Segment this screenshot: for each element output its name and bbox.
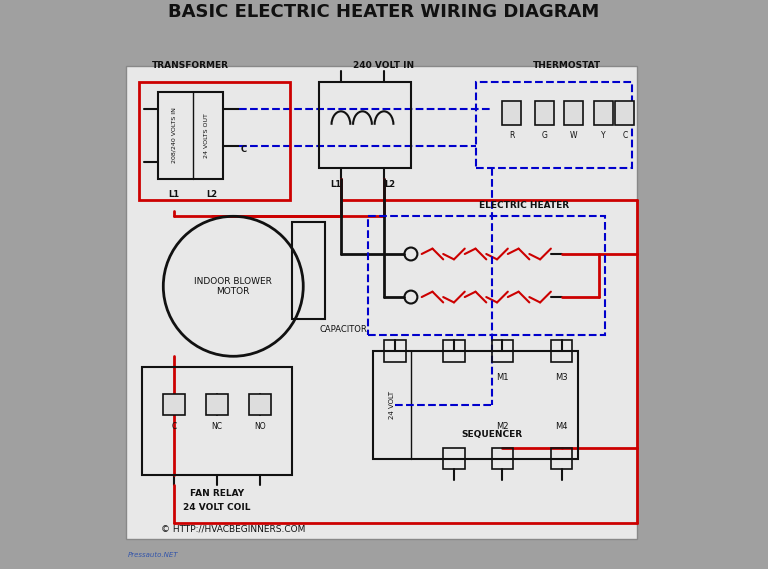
Text: Y: Y [601, 131, 606, 140]
Text: L2: L2 [384, 179, 395, 188]
Text: INDOOR BLOWER
MOTOR: INDOOR BLOWER MOTOR [194, 277, 272, 296]
Text: SEQUENCER: SEQUENCER [461, 430, 522, 439]
Text: C: C [622, 131, 627, 140]
Text: M3: M3 [555, 373, 568, 382]
Text: G: G [541, 131, 547, 140]
FancyBboxPatch shape [164, 394, 185, 415]
Title: BASIC ELECTRIC HEATER WIRING DIAGRAM: BASIC ELECTRIC HEATER WIRING DIAGRAM [168, 3, 600, 21]
Text: THERMOSTAT: THERMOSTAT [533, 61, 601, 70]
Text: NO: NO [254, 422, 266, 431]
Text: C: C [241, 145, 247, 154]
Text: L1: L1 [330, 179, 341, 188]
Text: TRANSFORMER: TRANSFORMER [152, 61, 229, 70]
FancyBboxPatch shape [615, 101, 634, 125]
Text: FAN RELAY: FAN RELAY [190, 489, 244, 498]
FancyBboxPatch shape [502, 101, 521, 125]
Text: R: R [509, 131, 515, 140]
Text: 24 VOLT: 24 VOLT [389, 391, 395, 419]
FancyBboxPatch shape [126, 65, 637, 539]
Text: 240 VOLT IN: 240 VOLT IN [353, 61, 415, 70]
FancyBboxPatch shape [564, 101, 583, 125]
Text: L2: L2 [206, 190, 217, 199]
Text: C: C [171, 422, 177, 431]
Text: L1: L1 [168, 190, 180, 199]
Text: 24 VOLT COIL: 24 VOLT COIL [184, 502, 251, 512]
Text: 24 VOLTS OUT: 24 VOLTS OUT [204, 113, 209, 158]
Text: M4: M4 [555, 422, 568, 431]
FancyBboxPatch shape [594, 101, 613, 125]
FancyBboxPatch shape [207, 394, 228, 415]
Text: M1: M1 [496, 373, 508, 382]
Text: W: W [570, 131, 578, 140]
Text: 208/240 VOLTS IN: 208/240 VOLTS IN [171, 108, 177, 163]
Text: M2: M2 [496, 422, 508, 431]
Text: NC: NC [212, 422, 223, 431]
Text: ELECTRIC HEATER: ELECTRIC HEATER [479, 201, 569, 210]
FancyBboxPatch shape [250, 394, 271, 415]
Text: Pressauto.NET: Pressauto.NET [128, 552, 179, 558]
Text: © HTTP://HVACBEGINNERS.COM: © HTTP://HVACBEGINNERS.COM [161, 524, 306, 533]
FancyBboxPatch shape [535, 101, 554, 125]
Text: CAPACITOR: CAPACITOR [319, 325, 367, 334]
